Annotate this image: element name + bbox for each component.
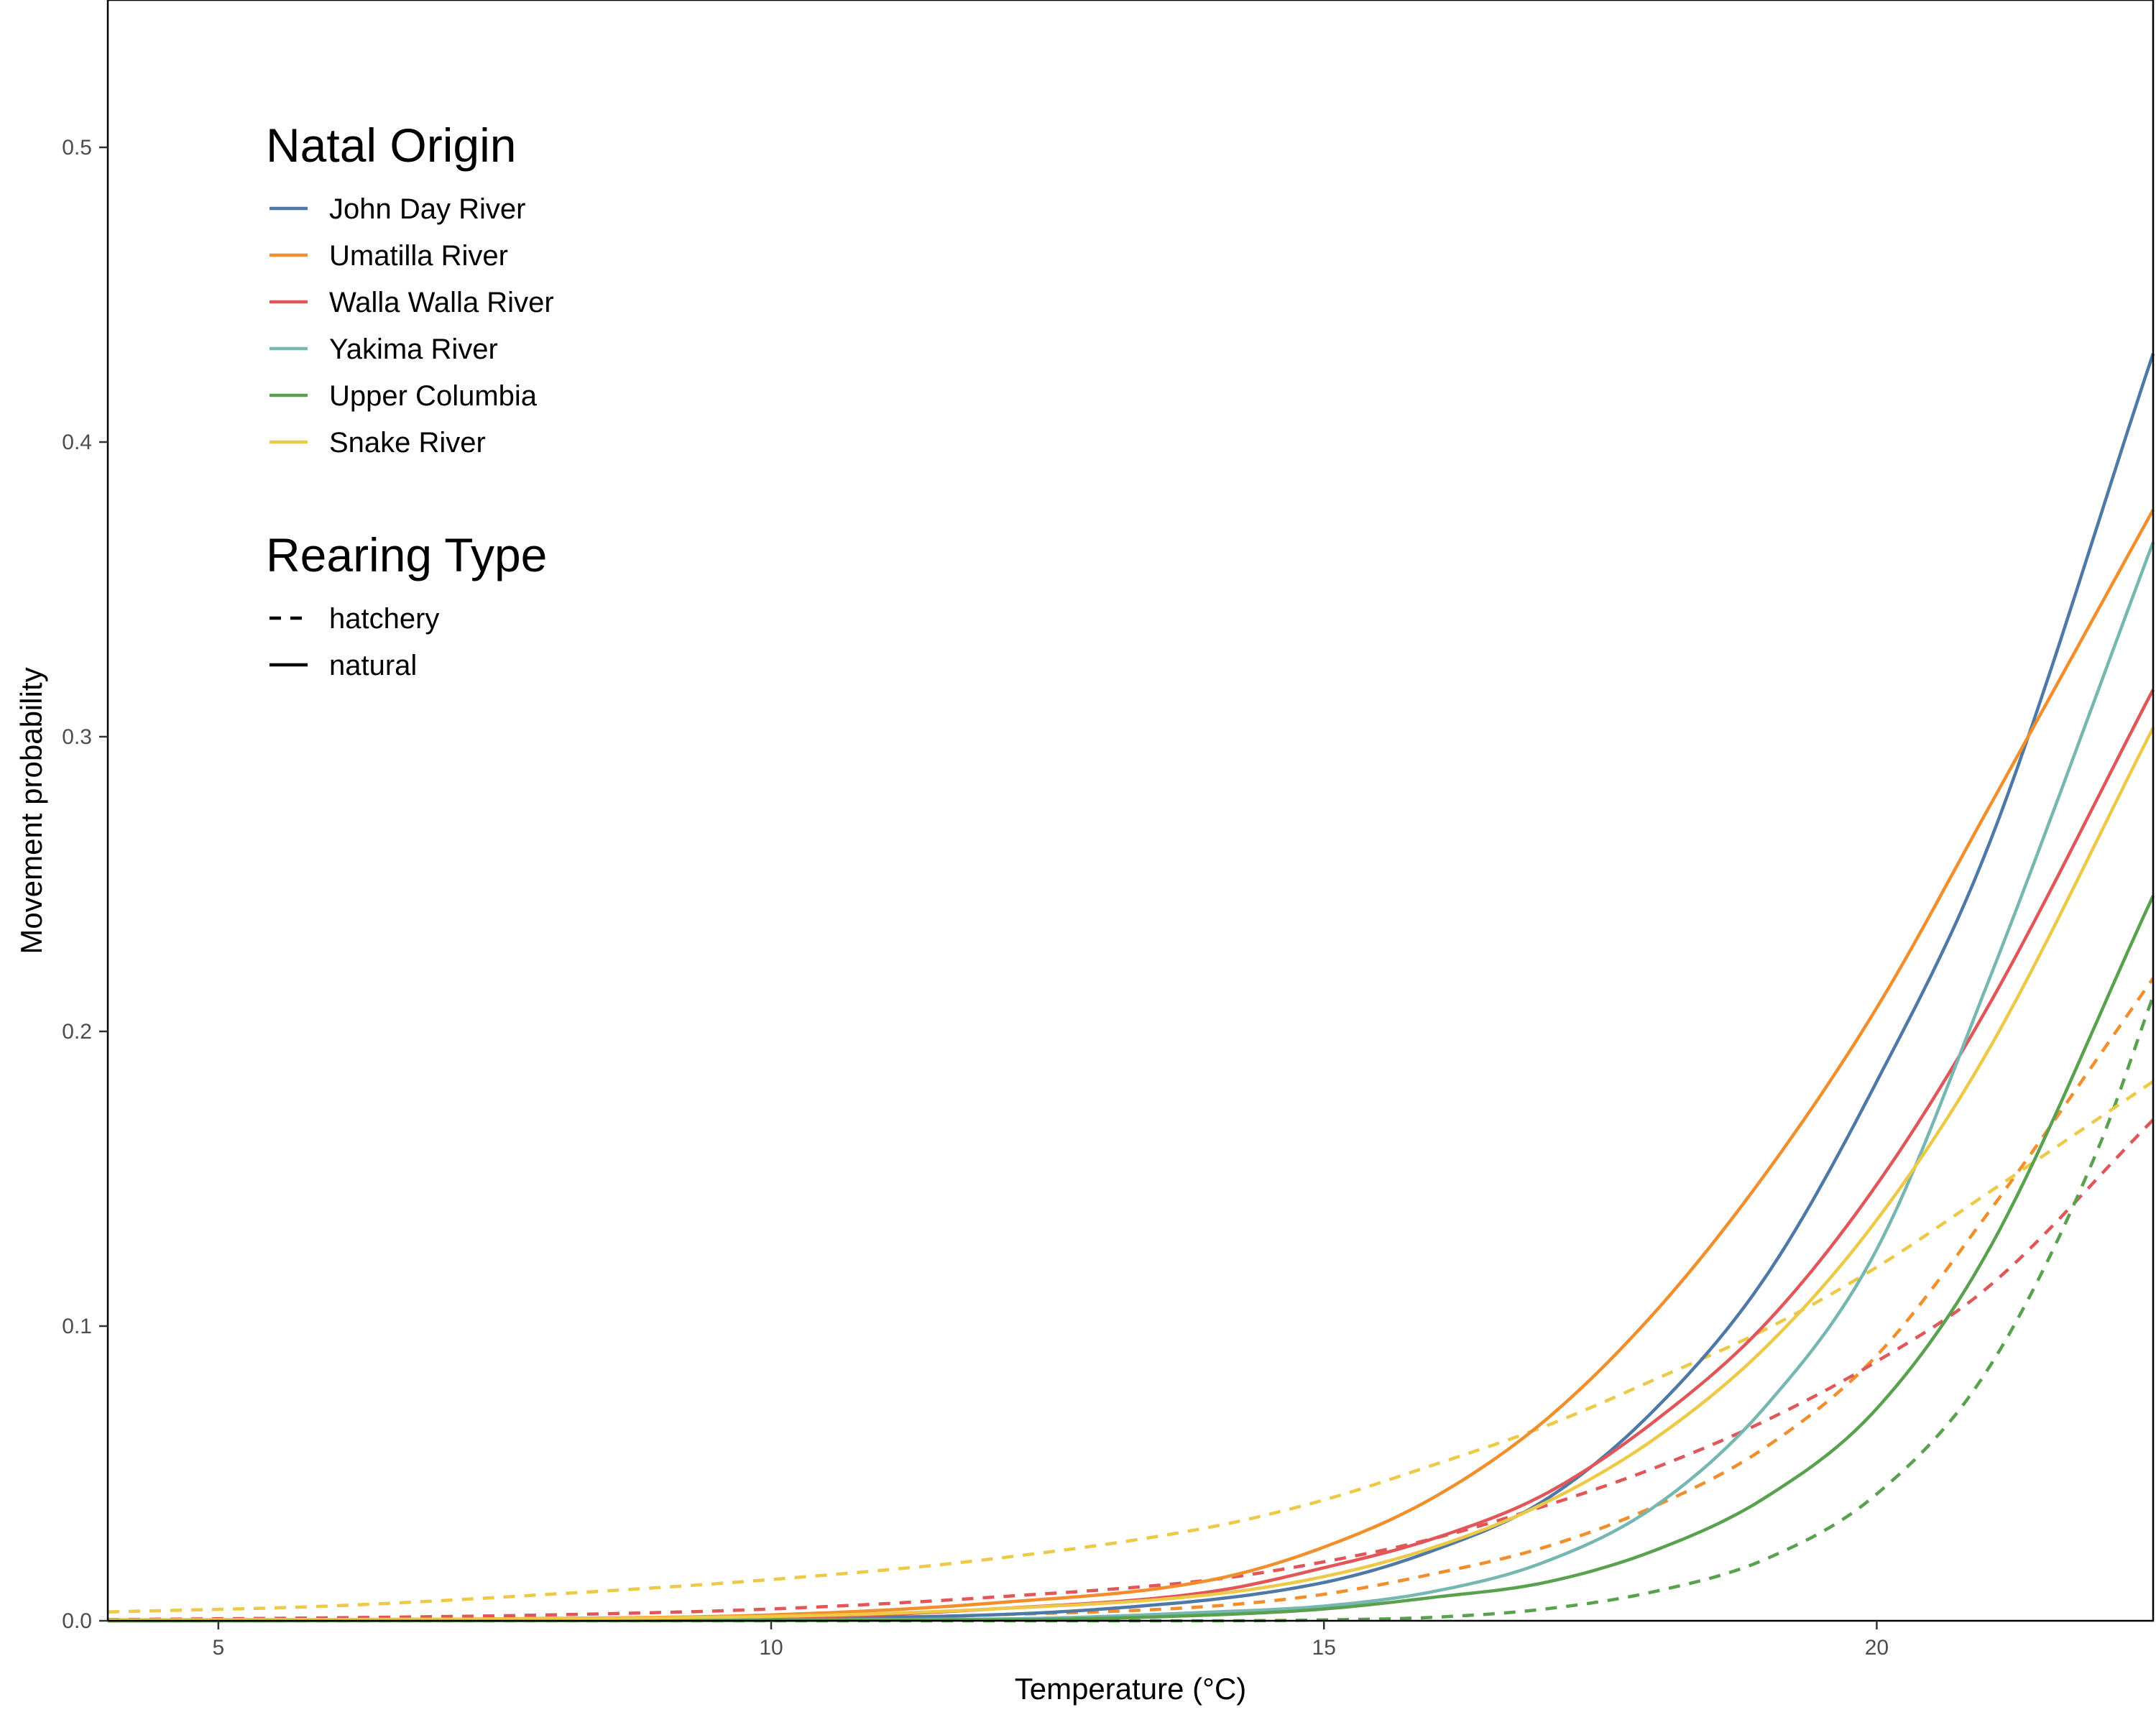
y-tick-label: 0.4 <box>62 431 92 454</box>
y-axis-title: Movement probability <box>14 667 48 954</box>
y-tick-label: 0.5 <box>62 136 92 160</box>
legend-label: John Day River <box>329 193 525 225</box>
legend-label: Snake River <box>329 427 486 459</box>
legend-label: Upper Columbia <box>329 380 538 412</box>
legend-label: natural <box>329 650 417 681</box>
legend-title-natal-origin: Natal Origin <box>266 119 516 172</box>
x-tick-label: 10 <box>759 1636 783 1660</box>
legend-label: Walla Walla River <box>329 287 554 318</box>
y-tick-label: 0.2 <box>62 1020 92 1044</box>
plot-border <box>106 0 2155 1622</box>
legend-title-rearing-type: Rearing Type <box>266 528 547 581</box>
x-axis-title: Temperature (°C) <box>1015 1672 1247 1706</box>
legend-label: hatchery <box>329 603 439 635</box>
y-axis: 0.0 0.1 0.2 0.3 0.4 0.5 <box>62 136 108 1633</box>
y-tick-label: 0.0 <box>62 1609 92 1633</box>
x-tick-label: 5 <box>212 1636 224 1660</box>
legend: Natal Origin John Day River Umatilla River… <box>266 119 554 681</box>
series-line-walla-walla-river-hatchery <box>107 1118 2155 1622</box>
y-tick-label: 0.1 <box>62 1315 92 1338</box>
x-axis: 5 10 15 20 <box>212 1621 1889 1660</box>
series-line-snake-river-natural <box>107 727 2155 1622</box>
legend-label: Umatilla River <box>329 240 508 272</box>
y-tick-label: 0.3 <box>62 725 92 749</box>
x-tick-label: 15 <box>1312 1636 1336 1660</box>
series-line-snake-river-hatchery <box>107 1080 2155 1614</box>
x-tick-label: 20 <box>1865 1636 1889 1660</box>
legend-label: Yakima River <box>329 334 498 365</box>
